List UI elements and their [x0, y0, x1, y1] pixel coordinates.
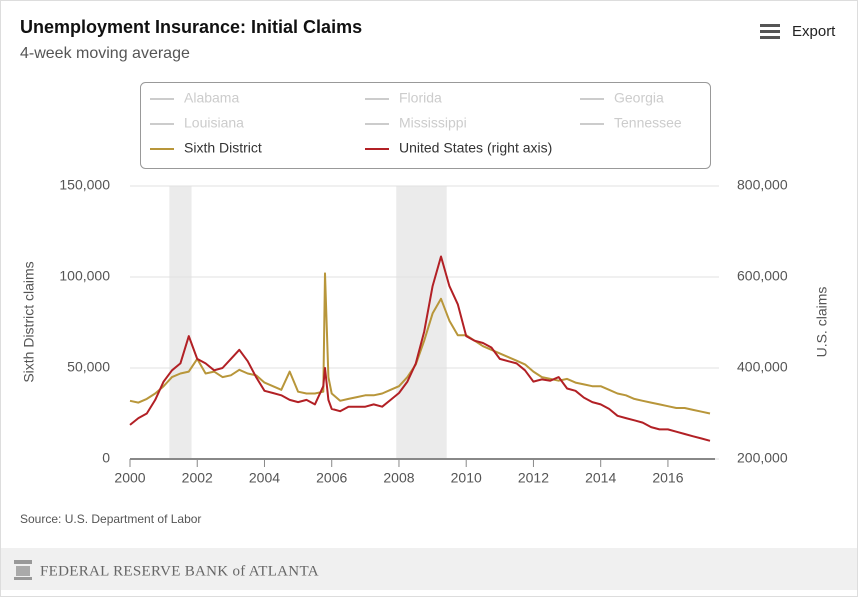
legend-label[interactable]: Georgia: [614, 90, 664, 106]
x-tick-label: 2014: [585, 470, 616, 486]
menu-icon: [760, 30, 780, 33]
legend-label[interactable]: Florida: [399, 90, 442, 106]
legend-label[interactable]: Alabama: [184, 90, 239, 106]
recession-band: [396, 186, 447, 459]
footer-logo: [14, 560, 32, 580]
menu-icon: [760, 24, 780, 27]
y-tick-label: 50,000: [67, 359, 110, 375]
x-tick-label: 2006: [316, 470, 347, 486]
recession-band: [169, 186, 192, 459]
y2-tick-label: 200,000: [737, 450, 788, 466]
y-tick-label: 0: [102, 450, 110, 466]
x-tick-label: 2016: [652, 470, 683, 486]
footer-bar: [1, 548, 857, 590]
y2-tick-label: 800,000: [737, 177, 788, 193]
y-tick-label: 150,000: [59, 177, 110, 193]
chart-title: Unemployment Insurance: Initial Claims: [20, 17, 362, 37]
x-tick-label: 2010: [451, 470, 482, 486]
legend-label[interactable]: United States (right axis): [399, 140, 552, 156]
legend-box: [140, 82, 711, 169]
x-tick-label: 2008: [383, 470, 414, 486]
x-tick-label: 2004: [249, 470, 280, 486]
y-tick-label: 100,000: [59, 268, 110, 284]
export-label[interactable]: Export: [792, 23, 836, 40]
legend-label[interactable]: Louisiana: [184, 115, 244, 131]
y2-tick-label: 600,000: [737, 268, 788, 284]
chart-subtitle: 4-week moving average: [20, 45, 190, 62]
source: Source: U.S. Department of Labor: [20, 512, 201, 526]
y2-axis-title: U.S. claims: [814, 287, 830, 358]
legend: Alabama Florida Georgia Louisiana Mississipp…: [150, 90, 682, 156]
menu-icon: [760, 36, 780, 39]
x-tick-label: 2012: [518, 470, 549, 486]
export-button[interactable]: Export: [760, 23, 836, 40]
footer-text: FEDERAL RESERVE BANK of ATLANTA: [40, 563, 319, 579]
legend-label[interactable]: Sixth District: [184, 140, 262, 156]
x-tick-label: 2000: [114, 470, 145, 486]
y2-tick-label: 400,000: [737, 359, 788, 375]
legend-label[interactable]: Mississippi: [399, 115, 467, 131]
legend-label[interactable]: Tennessee: [614, 115, 682, 131]
data-line: [129, 255, 711, 442]
y-axis-title: Sixth District claims: [21, 261, 37, 382]
x-tick-label: 2002: [182, 470, 213, 486]
